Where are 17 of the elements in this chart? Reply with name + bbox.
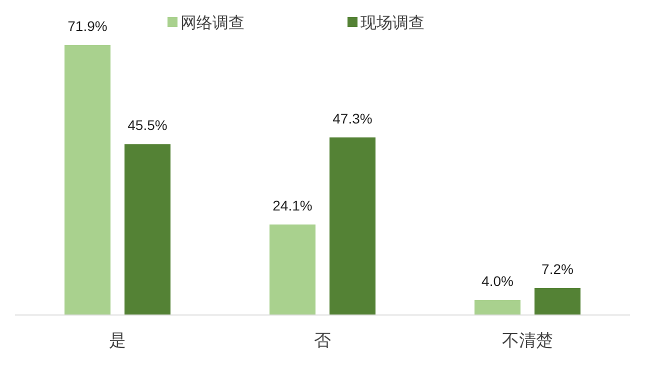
bar [64, 45, 110, 315]
bar [534, 288, 580, 315]
data-label: 45.5% [128, 117, 168, 134]
bar [270, 224, 316, 315]
data-label: 7.2% [542, 260, 574, 277]
bar [330, 137, 376, 315]
x-tick-label: 是 [109, 331, 126, 350]
legend-label: 现场调查 [360, 14, 424, 32]
data-label: 24.1% [272, 198, 312, 214]
x-tick-label: 不清楚 [502, 331, 553, 350]
data-label: 47.3% [332, 110, 372, 126]
data-label: 4.0% [482, 272, 514, 289]
legend-label: 网络调查 [180, 14, 244, 32]
data-label: 71.9% [68, 18, 108, 34]
bar [474, 300, 520, 315]
x-tick-label: 否 [314, 331, 331, 350]
bar [124, 144, 170, 315]
